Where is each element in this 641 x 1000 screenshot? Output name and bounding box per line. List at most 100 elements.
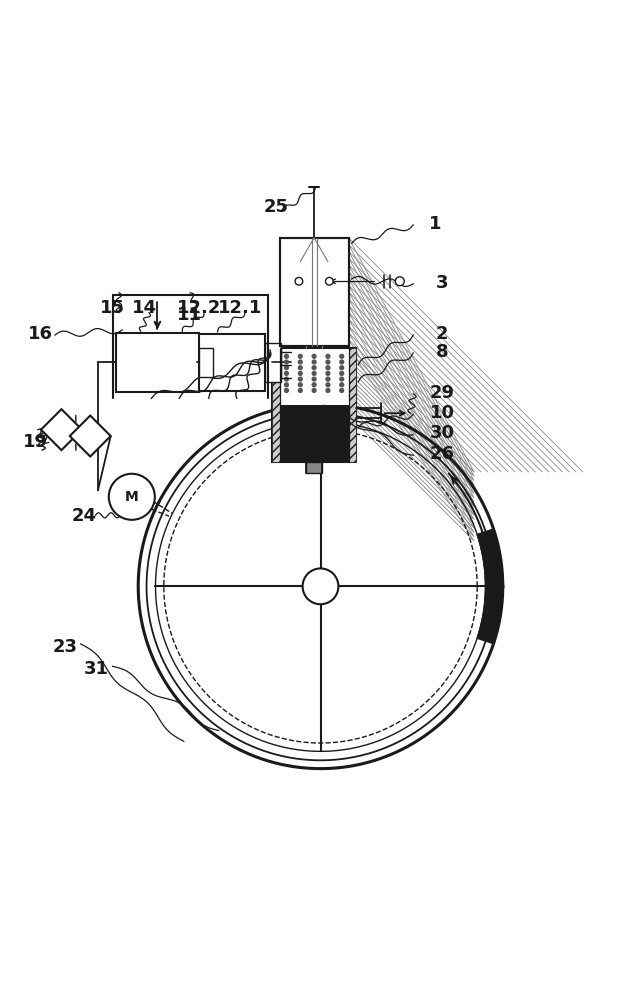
Polygon shape — [479, 631, 496, 636]
Polygon shape — [485, 589, 503, 590]
Circle shape — [340, 377, 344, 381]
Polygon shape — [485, 604, 502, 606]
Polygon shape — [485, 572, 503, 574]
Polygon shape — [484, 608, 501, 611]
Text: 24: 24 — [71, 507, 96, 525]
Polygon shape — [482, 619, 499, 623]
Polygon shape — [485, 600, 502, 603]
Circle shape — [326, 360, 330, 364]
Polygon shape — [485, 582, 503, 583]
Polygon shape — [481, 547, 499, 552]
Circle shape — [340, 354, 344, 358]
Polygon shape — [484, 606, 501, 609]
Polygon shape — [483, 612, 501, 616]
Polygon shape — [485, 598, 503, 601]
Circle shape — [326, 371, 330, 375]
Circle shape — [312, 389, 316, 392]
Polygon shape — [479, 537, 496, 542]
Polygon shape — [485, 605, 501, 608]
Polygon shape — [485, 577, 503, 579]
Polygon shape — [481, 623, 498, 628]
Polygon shape — [485, 602, 502, 604]
Circle shape — [340, 389, 344, 392]
Polygon shape — [483, 557, 501, 560]
Polygon shape — [482, 619, 499, 624]
Bar — [265, 343, 281, 382]
Text: 31: 31 — [84, 660, 109, 678]
Circle shape — [285, 366, 288, 370]
Polygon shape — [484, 561, 501, 565]
Circle shape — [340, 371, 344, 375]
Polygon shape — [482, 548, 499, 552]
Polygon shape — [485, 570, 502, 573]
Polygon shape — [484, 562, 501, 566]
Polygon shape — [485, 573, 503, 575]
Circle shape — [312, 377, 316, 381]
Polygon shape — [484, 607, 501, 610]
Text: 12.1: 12.1 — [219, 299, 263, 317]
Polygon shape — [483, 611, 501, 614]
Polygon shape — [485, 580, 503, 581]
Polygon shape — [479, 535, 495, 540]
Polygon shape — [481, 545, 498, 550]
Polygon shape — [483, 555, 500, 559]
Polygon shape — [485, 593, 503, 595]
Polygon shape — [483, 617, 500, 621]
Polygon shape — [479, 536, 496, 541]
Polygon shape — [478, 635, 495, 641]
Polygon shape — [482, 618, 499, 622]
Text: 3: 3 — [436, 274, 448, 292]
Polygon shape — [485, 603, 502, 605]
Bar — [279, 238, 349, 346]
Circle shape — [285, 383, 288, 387]
Polygon shape — [483, 554, 500, 558]
Bar — [279, 405, 349, 462]
Polygon shape — [479, 537, 496, 543]
Polygon shape — [478, 637, 494, 643]
Text: 23: 23 — [52, 638, 77, 656]
Polygon shape — [480, 628, 497, 633]
Circle shape — [340, 383, 344, 387]
Polygon shape — [485, 564, 501, 567]
Polygon shape — [481, 625, 498, 630]
Polygon shape — [483, 559, 501, 562]
Polygon shape — [485, 601, 502, 603]
Polygon shape — [484, 610, 501, 613]
Text: 12.2: 12.2 — [177, 299, 221, 317]
Text: 11: 11 — [177, 306, 202, 324]
Polygon shape — [479, 632, 495, 638]
Circle shape — [326, 383, 330, 387]
Circle shape — [312, 383, 316, 387]
Text: 30: 30 — [429, 424, 454, 442]
Polygon shape — [481, 546, 499, 551]
Polygon shape — [485, 587, 503, 588]
Polygon shape — [480, 539, 497, 545]
Polygon shape — [485, 596, 503, 598]
Polygon shape — [485, 599, 503, 602]
Circle shape — [312, 366, 316, 370]
Polygon shape — [480, 541, 497, 546]
Polygon shape — [483, 615, 500, 619]
Polygon shape — [478, 532, 495, 538]
Polygon shape — [478, 530, 494, 536]
Polygon shape — [483, 612, 501, 615]
Polygon shape — [485, 597, 503, 600]
Circle shape — [109, 474, 155, 520]
Polygon shape — [483, 552, 500, 556]
Polygon shape — [485, 583, 503, 584]
Text: 25: 25 — [263, 198, 288, 216]
Polygon shape — [483, 613, 501, 617]
Polygon shape — [485, 574, 503, 576]
Text: 2: 2 — [436, 325, 448, 343]
Bar — [116, 333, 199, 392]
Polygon shape — [484, 563, 501, 566]
Polygon shape — [478, 534, 495, 540]
Polygon shape — [481, 622, 499, 627]
Circle shape — [326, 277, 333, 285]
Text: 29: 29 — [429, 384, 454, 402]
Polygon shape — [485, 589, 503, 591]
Circle shape — [312, 354, 316, 358]
Circle shape — [298, 371, 302, 375]
Circle shape — [298, 377, 302, 381]
Polygon shape — [485, 605, 502, 607]
